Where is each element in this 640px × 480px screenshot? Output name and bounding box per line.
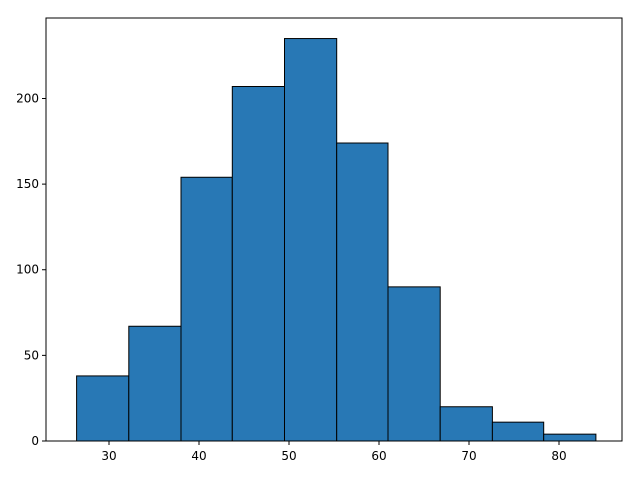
bar	[284, 38, 338, 442]
y-tick-label: 200	[16, 91, 39, 105]
bar	[387, 286, 441, 442]
y-tick-label: 150	[16, 177, 39, 191]
y-tick-label: 50	[24, 348, 39, 362]
bar	[336, 142, 389, 442]
y-tick-label: 0	[31, 434, 39, 448]
x-tick-label: 40	[191, 449, 206, 463]
bar	[180, 176, 233, 442]
x-tick-label: 70	[461, 449, 476, 463]
x-tick-label: 30	[101, 449, 116, 463]
bar	[76, 375, 130, 442]
y-tick-label: 100	[16, 263, 39, 277]
bar	[231, 86, 286, 442]
x-tick-label: 80	[551, 449, 566, 463]
bar	[128, 325, 182, 442]
x-tick-label: 60	[371, 449, 386, 463]
bar	[543, 433, 597, 442]
x-tick-label: 50	[281, 449, 296, 463]
plot-frame	[45, 17, 623, 442]
bar	[491, 421, 545, 442]
bar	[439, 406, 493, 442]
